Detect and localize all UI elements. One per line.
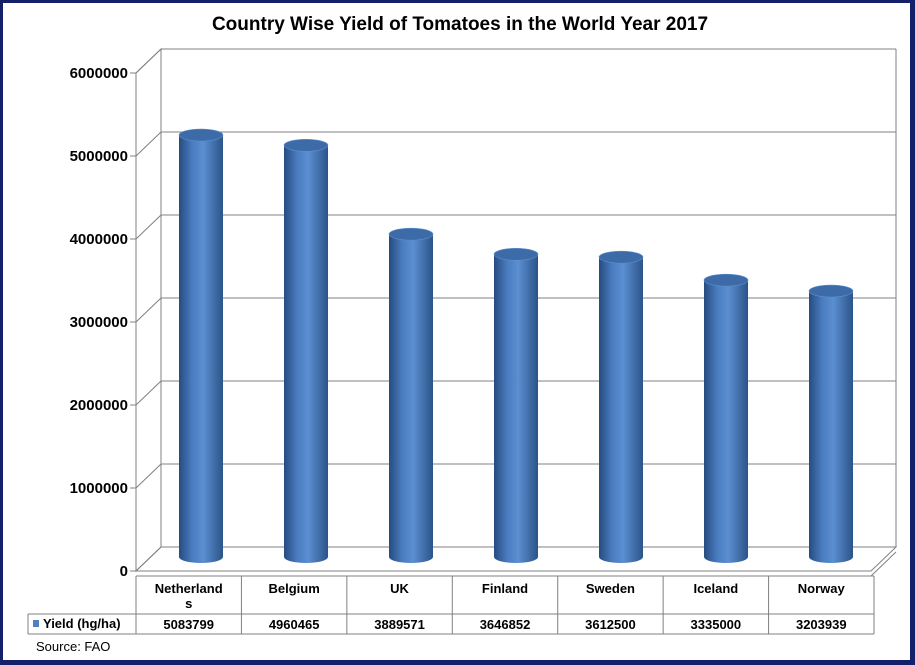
bar-body: [599, 257, 643, 563]
data-label: 5083799: [163, 617, 214, 632]
y-tick-label: 0: [120, 563, 128, 580]
gridline-side: [135, 380, 162, 406]
data-label: 3646852: [480, 617, 531, 632]
gridline-side: [135, 214, 162, 240]
bar-top: [283, 138, 329, 152]
x-category-label: Belgium: [268, 581, 319, 596]
y-tick-label: 6000000: [70, 65, 128, 82]
y-tick-label: 5000000: [70, 148, 128, 165]
bar: [388, 227, 434, 564]
y-tick-label: 1000000: [70, 480, 128, 497]
data-label: 3612500: [585, 617, 636, 632]
bar-body: [704, 280, 748, 563]
x-category-label: Norway: [798, 581, 846, 596]
gridline-side: [135, 131, 162, 157]
chart: Country Wise Yield of Tomatoes in the Wo…: [27, 14, 898, 654]
x-category-label: UK: [390, 581, 409, 596]
chart-frame: Country Wise Yield of Tomatoes in the Wo…: [3, 3, 910, 660]
bar-top: [388, 227, 434, 241]
legend-key: [33, 620, 39, 627]
x-category-label: Finland: [482, 581, 528, 596]
bar-top: [598, 250, 644, 264]
x-category-label: Netherland: [155, 581, 223, 596]
bar: [598, 250, 644, 563]
x-category-label: Sweden: [586, 581, 635, 596]
data-label: 4960465: [269, 617, 320, 632]
gridline-side: [135, 297, 162, 323]
source-note: Source: FAO: [36, 639, 110, 654]
y-tick-label: 2000000: [70, 397, 128, 414]
bars: [178, 128, 854, 564]
bar-body: [284, 145, 328, 563]
table-border: [870, 551, 897, 577]
data-label: 3889571: [374, 617, 425, 632]
bar-body: [809, 291, 853, 563]
y-tick-label: 3000000: [70, 314, 128, 331]
bar: [493, 248, 539, 563]
bar-top: [178, 128, 224, 142]
x-category-label: s: [185, 596, 192, 611]
bar: [178, 128, 224, 563]
bar-body: [179, 135, 223, 563]
data-label: 3335000: [691, 617, 742, 632]
bar: [283, 138, 329, 563]
bar: [808, 284, 854, 563]
gridline-side: [135, 48, 162, 74]
gridline-side: [135, 463, 162, 489]
chart-title: Country Wise Yield of Tomatoes in the Wo…: [212, 14, 708, 35]
gridlines: 0 1000000 2000000 3000000 4000000 5000000 6000…: [70, 47, 898, 580]
legend-label: Yield (hg/ha): [43, 616, 121, 631]
bar-top: [703, 273, 749, 287]
bar-body: [494, 254, 538, 563]
x-category-label: Iceland: [693, 581, 738, 596]
bar: [703, 273, 749, 563]
bar-body: [389, 234, 433, 564]
bar-top: [808, 284, 854, 298]
bar-top: [493, 248, 539, 261]
y-tick-label: 4000000: [70, 231, 128, 248]
data-label: 3203939: [796, 617, 847, 632]
